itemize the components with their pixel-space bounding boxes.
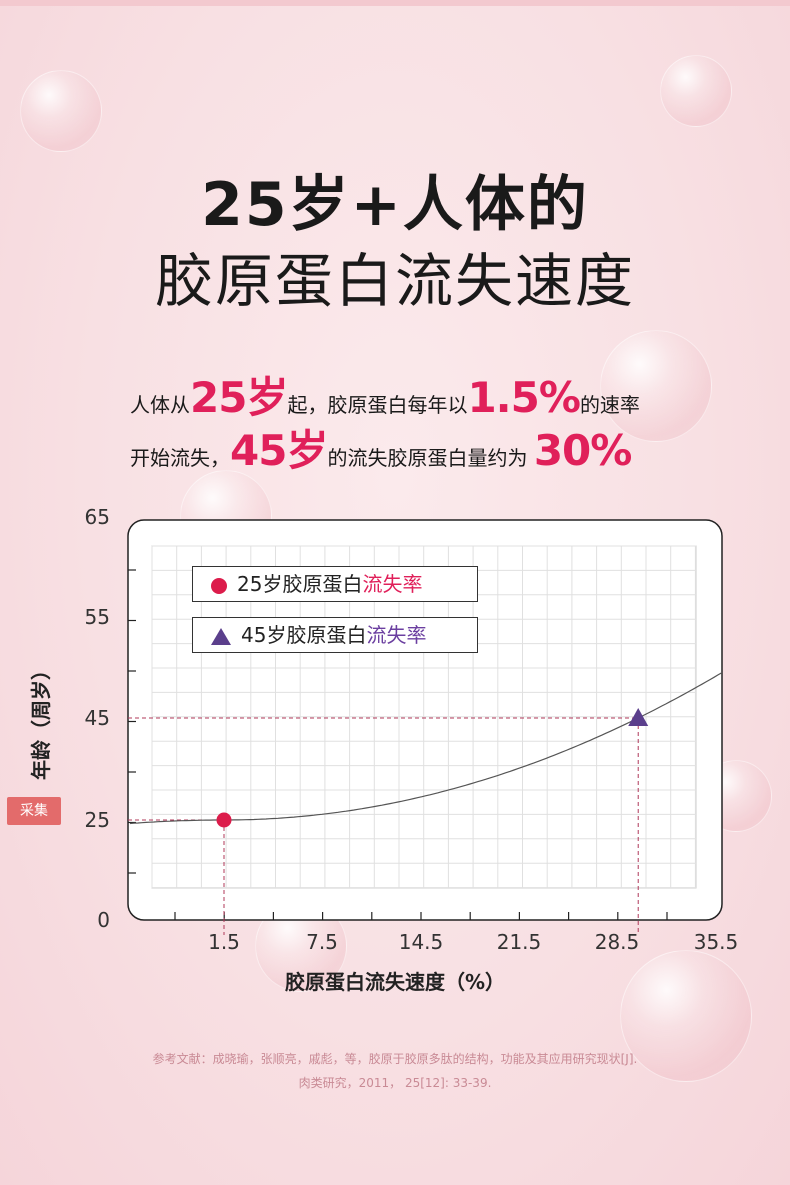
legend-highlight: 流失率 [362,572,423,596]
x-tick-label: 35.5 [693,930,739,954]
legend-item-45: 45岁胶原蛋白流失率 [192,617,478,653]
legend-item-25: 25岁胶原蛋白流失率 [192,566,478,602]
axis-ticks [128,569,668,920]
point-marker-circle [216,812,232,828]
subtitle-line2: 开始流失，45岁的流失胶原蛋白量约为 30% [130,417,633,478]
triangle-marker-icon [211,628,231,645]
plot-grid [151,545,697,889]
reference-line1: 参考文献：成晓瑜，张顺亮，戚彪，等，胶原于胶原多肽的结构，功能及其应用研究现状[… [152,1052,638,1066]
x-tick-label: 1.5 [208,930,240,954]
point-marker-triangle [628,708,649,726]
legend-highlight: 流失率 [366,623,427,647]
highlight-age-25: 25岁 [190,373,288,422]
legend-label: 45岁胶原蛋白 [241,623,367,647]
page-title-line1: 25岁+人体的 [201,170,589,240]
subtitle-text: 的速率 [579,393,640,417]
y-tick-label: 0 [97,908,110,932]
y-tick-label: 45 [84,706,110,730]
bubble-decoration [20,70,102,152]
reference-line2: 肉类研究，2011， 25[12]: 33-39. [298,1076,492,1090]
y-axis-title: 年龄（周岁） [29,660,53,780]
legend-label: 25岁胶原蛋白 [237,572,363,596]
top-strip [0,0,790,6]
collect-button[interactable]: 采集 [7,797,61,825]
bubble-decoration [660,55,732,127]
page-title-line2: 胶原蛋白流失速度 [154,247,635,315]
subtitle-line1: 人体从25岁起，胶原蛋白每年以1.5%的速率 [130,364,640,425]
highlight-rate: 1.5% [467,373,580,422]
bubble-decoration [620,950,752,1082]
bubble-decoration [600,330,712,442]
y-tick-label: 65 [84,505,110,529]
highlight-age-45: 45岁 [230,426,328,475]
subtitle-text: 的流失胶原蛋白量约为 [327,446,534,470]
subtitle-text: 起，胶原蛋白每年以 [287,393,468,417]
x-axis-title: 胶原蛋白流失速度（%） [284,970,506,994]
x-tick-label: 28.5 [594,930,640,954]
highlight-loss: 30% [533,426,633,475]
subtitle-text: 人体从 [130,393,190,417]
x-tick-label: 21.5 [496,930,542,954]
circle-marker-icon [211,577,227,594]
subtitle-text: 开始流失， [130,446,230,470]
x-tick-label: 7.5 [306,930,338,954]
y-tick-label: 25 [84,808,110,832]
y-tick-label: 55 [84,605,110,629]
data-points [216,708,649,828]
x-tick-label: 14.5 [398,930,444,954]
